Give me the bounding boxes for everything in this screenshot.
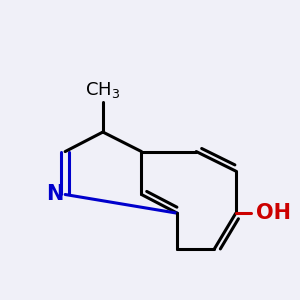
Text: OH: OH [256, 203, 291, 223]
Text: N: N [46, 184, 63, 205]
Text: CH$_3$: CH$_3$ [85, 80, 121, 100]
